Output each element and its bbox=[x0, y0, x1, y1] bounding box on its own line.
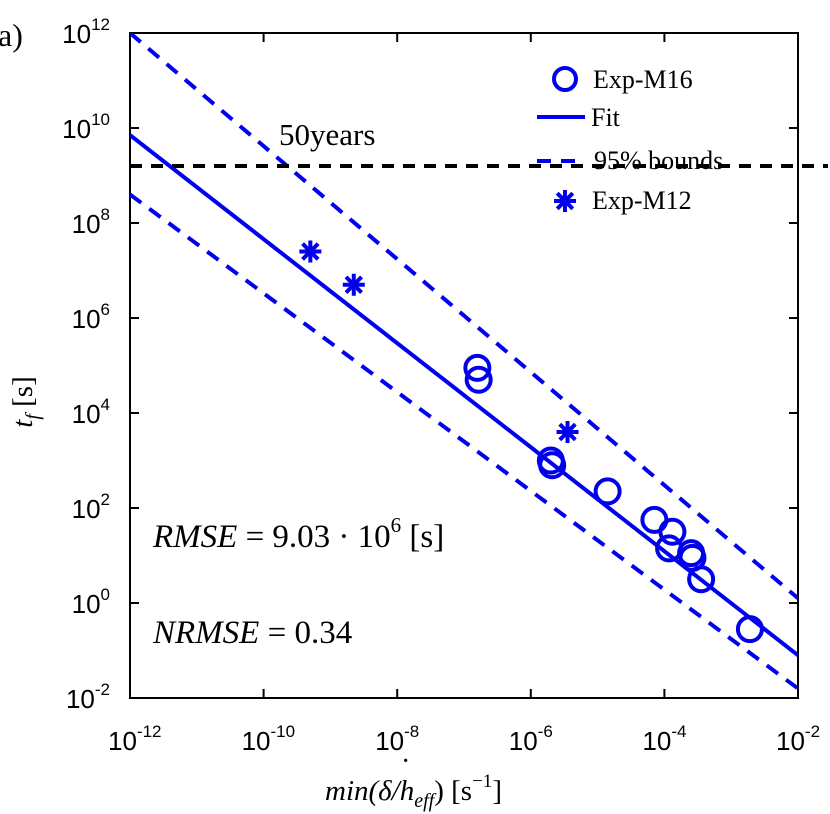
legend-asterisk-shape bbox=[554, 190, 576, 212]
legend-label-exp-m16: Exp-M16 bbox=[593, 65, 693, 94]
legend-label-bounds: 95% bounds bbox=[594, 146, 723, 175]
nrmse-annotation: NRMSE = 0.34 bbox=[152, 615, 352, 651]
x-axis-label-dot: · bbox=[401, 746, 410, 777]
legend-label-fit: Fit bbox=[591, 103, 621, 132]
data-point-circle bbox=[463, 353, 492, 382]
plot-area bbox=[129, 32, 799, 699]
bound-line-lower bbox=[130, 192, 798, 691]
rmse-annotation: RMSE = 9.03 · 106 [s] bbox=[152, 513, 444, 555]
x-tick-label: 10-2 bbox=[776, 722, 820, 756]
y-tick-label: 102 bbox=[72, 490, 110, 524]
data-point-circle bbox=[687, 565, 716, 594]
data-point-circle bbox=[735, 615, 764, 644]
y-axis-label: tf [s] bbox=[7, 376, 44, 427]
x-tick-label: 10-12 bbox=[108, 722, 162, 756]
legend-asterisk-marker bbox=[554, 190, 576, 212]
y-tick-label: 100 bbox=[72, 585, 110, 619]
rmse-lhs: RMSE bbox=[152, 519, 237, 555]
y-tick-label: 10-2 bbox=[66, 680, 110, 714]
nrmse-eq: = 0.34 bbox=[259, 615, 352, 651]
legend: Exp-M16 Fit 95% bounds Exp-M12 bbox=[537, 65, 723, 215]
data-point-circle bbox=[538, 451, 567, 480]
y-tick-label: 106 bbox=[72, 300, 110, 334]
y-axis: 1012 1010 108 106 104 102 100 10-2 bbox=[62, 15, 798, 714]
rmse-exp: 6 bbox=[391, 513, 402, 537]
data-point-circle bbox=[593, 477, 622, 506]
x-tick-label: 10-8 bbox=[375, 722, 419, 756]
y-tick-label: 1012 bbox=[62, 15, 110, 49]
bound-line-upper bbox=[130, 33, 798, 600]
y-tick-label: 108 bbox=[72, 205, 110, 239]
y-tick-label: 104 bbox=[72, 395, 110, 429]
x-tick-label: 10-10 bbox=[242, 722, 296, 756]
data-point-asterisk bbox=[556, 421, 579, 443]
nrmse-lhs: NRMSE bbox=[152, 615, 259, 651]
reference-label: 50years bbox=[279, 117, 375, 152]
rmse-unit: [s] bbox=[401, 519, 444, 555]
data-point-circle bbox=[658, 517, 687, 546]
data-point-asterisk bbox=[342, 273, 365, 296]
legend-label-exp-m12: Exp-M12 bbox=[592, 186, 692, 215]
data-point-circle bbox=[464, 365, 493, 394]
x-axis-label: min(δ/heff) [s−1] bbox=[325, 771, 502, 812]
panel-label: a) bbox=[0, 17, 23, 53]
legend-circle-marker bbox=[552, 66, 578, 92]
fit-line bbox=[130, 133, 798, 657]
x-axis: 10-12 10-10 10-8 10-6 10-4 10-2 bbox=[108, 33, 820, 756]
data-markers bbox=[299, 240, 764, 644]
x-tick-label: 10-6 bbox=[509, 722, 553, 756]
rmse-eq: = 9.03 · 10 bbox=[237, 519, 390, 555]
data-point-asterisk bbox=[299, 240, 322, 263]
y-tick-label: 1010 bbox=[62, 110, 110, 144]
x-tick-label: 10-4 bbox=[642, 722, 686, 756]
